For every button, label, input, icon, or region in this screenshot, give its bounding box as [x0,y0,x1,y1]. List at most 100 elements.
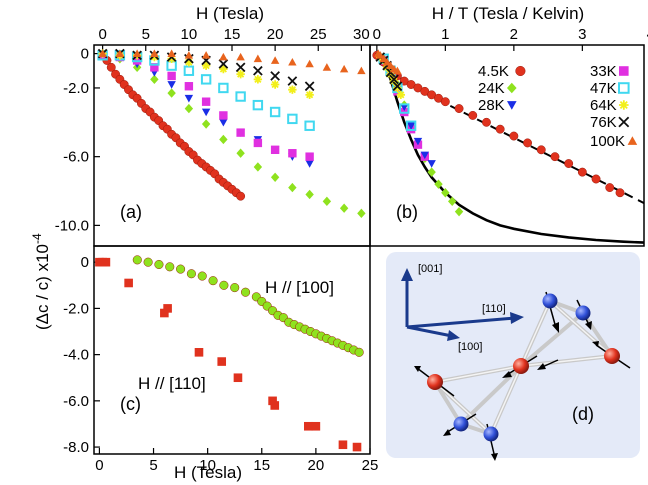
legend-marker-64k [619,100,629,110]
data-point [468,110,478,120]
x-tick-label: 5 [149,457,157,474]
data-point [288,85,297,94]
legend-marker-33k [619,66,629,76]
y-tick-label: -2.0 [63,300,89,317]
data-point [434,179,443,189]
data-point [106,62,116,72]
y-tick-label: -6.0 [63,393,89,410]
data-point [304,81,315,92]
legend-label-76k: 76K [590,114,617,131]
x-tick-label: 1 [441,26,449,43]
data-point [201,51,211,59]
panel-d-background [386,252,640,458]
x-tick-label: 3 [578,26,586,43]
data-point [184,53,194,64]
series-100k [374,49,402,75]
data-point [236,52,245,61]
data-point [441,188,450,198]
data-point [217,357,227,366]
data-point [270,56,280,64]
panel-d-label: (d) [572,404,594,424]
data-point [269,106,281,118]
svg-text:(Δc / c) x10-4: (Δc / c) x10-4 [30,233,52,330]
data-point [339,203,349,213]
data-point [143,257,153,267]
legend-label-4-5k: 4.5K [478,63,509,80]
x-tick-label: 25 [310,26,327,43]
data-point [219,134,228,145]
data-point [376,51,385,59]
data-point [124,278,133,288]
y-axis-label: (Δc / c) x10-4 [30,233,52,330]
y-tick-label: -6.0 [63,149,89,166]
data-point [132,255,142,265]
data-point [454,104,464,114]
data-point [396,90,406,100]
data-point [591,174,601,184]
x-tick-label: 0 [95,457,103,474]
data-point [270,145,280,154]
data-point [184,82,194,91]
data-point [440,97,450,107]
legend-label-28k: 28K [478,97,505,114]
x-tick-label: 15 [253,457,270,474]
data-point [253,54,263,63]
data-point [235,62,246,73]
data-point [101,257,111,267]
atom-red [513,358,529,374]
legend-label-64k: 64K [590,97,617,114]
data-point [287,76,298,86]
axis-110-label: [110] [482,303,506,315]
y-tick-label: -10.0 [55,217,89,234]
legend-label-100k: 100K [590,133,625,150]
data-point [219,52,228,61]
data-point [304,421,313,431]
data-point [253,138,263,148]
atom-red [427,374,443,390]
axis-110-arrowhead [510,312,524,324]
panel-d-structure: [001] [110] [100] [401,263,631,461]
data-point [98,49,107,57]
data-point [357,66,366,75]
data-point [270,80,280,89]
data-point [270,172,280,182]
data-point [253,162,263,172]
top-left-xlabel: H (Tesla) [196,4,264,23]
y-tick-label: 0 [81,254,89,271]
bottom-xlabel: H (Tesla) [174,463,242,482]
data-point [183,65,195,76]
x-tick-label: 30 [353,26,370,43]
y-tick-label: 0 [81,46,89,63]
data-point [393,66,402,75]
panel-b-frame [369,44,645,247]
data-point [208,276,218,286]
panel-c-label: (c) [120,394,141,414]
data-point [270,71,280,81]
data-point [564,159,574,168]
legend-label-33k: 33K [590,63,617,80]
legend-marker-100k [627,136,638,145]
data-point [322,196,332,207]
data-point [230,283,240,293]
data-point [201,119,211,129]
data-point [406,122,416,130]
data-point [305,90,314,100]
data-point [235,91,246,102]
legend-marker-24k [507,82,517,94]
data-point [536,145,546,155]
data-point [218,82,229,94]
data-point [252,99,264,111]
axis-100-arrowhead [447,330,460,341]
data-point [427,160,436,168]
x-tick-label: 0 [98,26,106,43]
panel-b-label: (b) [396,202,418,222]
data-point [392,81,403,92]
data-point [357,208,366,219]
data-point [201,108,211,117]
axis-001-label: [001] [418,263,442,275]
data-point [165,262,175,272]
axis-100-arrow [406,325,453,338]
legend-marker-4-5k [515,65,526,77]
data-point [150,49,159,57]
